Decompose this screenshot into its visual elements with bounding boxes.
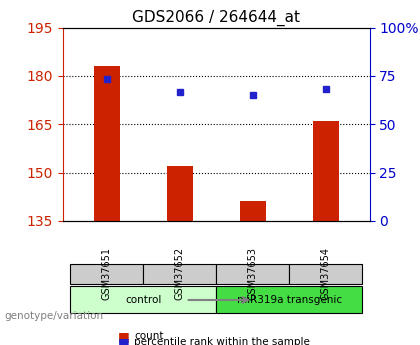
FancyBboxPatch shape: [70, 264, 143, 284]
Text: GSM37651: GSM37651: [102, 247, 112, 300]
Bar: [240, 201, 265, 221]
Bar: [313, 121, 339, 221]
Text: ■: ■: [118, 336, 129, 345]
Text: ■: ■: [118, 330, 129, 343]
Text: genotype/variation: genotype/variation: [4, 311, 103, 321]
FancyBboxPatch shape: [216, 264, 289, 284]
Bar: [167, 166, 193, 221]
FancyBboxPatch shape: [143, 264, 216, 284]
FancyBboxPatch shape: [289, 264, 362, 284]
Text: GSM37652: GSM37652: [175, 247, 185, 300]
Text: miR319a transgenic: miR319a transgenic: [237, 295, 342, 305]
Text: count: count: [134, 332, 164, 341]
Title: GDS2066 / 264644_at: GDS2066 / 264644_at: [132, 10, 300, 26]
Text: percentile rank within the sample: percentile rank within the sample: [134, 337, 310, 345]
Text: control: control: [125, 295, 161, 305]
Bar: [94, 66, 120, 221]
FancyBboxPatch shape: [216, 286, 362, 313]
Text: GSM37653: GSM37653: [248, 247, 258, 300]
Text: GSM37654: GSM37654: [321, 247, 331, 300]
FancyBboxPatch shape: [70, 286, 216, 313]
